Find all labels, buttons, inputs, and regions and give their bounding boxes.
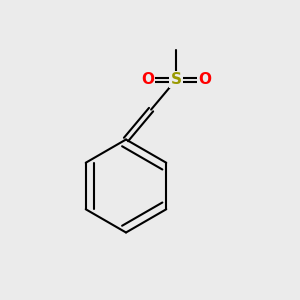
- Text: S: S: [171, 72, 182, 87]
- Text: O: O: [141, 72, 154, 87]
- Text: O: O: [198, 72, 211, 87]
